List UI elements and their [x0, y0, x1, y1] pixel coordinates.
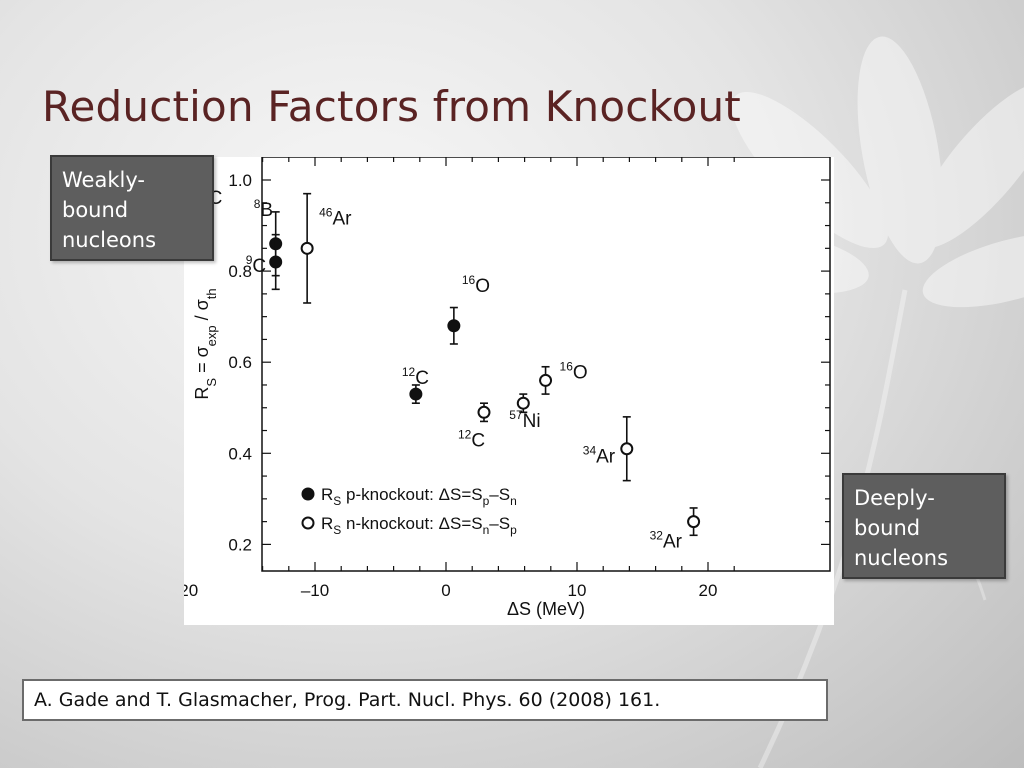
scatter-chart: –20 –10 0 10 20 0.2 0.4 0.6 0.8 1.0 ΔS (MeV) RS = σ…	[184, 157, 831, 619]
citation-box: A. Gade and T. Glasmacher, Prog. Part. N…	[22, 679, 828, 721]
legend-p-knockout-label: RS p-knockout: ΔS=Sp–Sn	[321, 485, 517, 508]
y-tick-label: 1.0	[228, 171, 252, 190]
nucleus-label: 16O	[560, 359, 588, 383]
n-knockout-point	[687, 515, 701, 529]
n-knockout-point	[300, 241, 314, 255]
nucleus-label: 16O	[462, 273, 490, 297]
p-knockout-point	[447, 319, 461, 333]
nucleus-label: 46Ar	[319, 205, 352, 229]
x-tick-label: –10	[301, 581, 329, 600]
y-tick-label: 0.6	[228, 353, 252, 372]
nucleus-label: 57Ni	[509, 408, 540, 432]
nucleus-label: 8B	[254, 197, 273, 221]
plot-frame	[261, 157, 831, 572]
n-knockout-point	[516, 396, 530, 410]
p-knockout-point	[269, 255, 283, 269]
y-tick-label: 0.2	[228, 535, 252, 554]
x-tick-label: –20	[184, 581, 198, 600]
y-axis-label: RS = σexp / σth	[192, 288, 219, 399]
n-knockout-point	[539, 373, 553, 387]
nucleus-label: 9C	[246, 253, 266, 277]
legend-p-knockout-marker	[301, 487, 315, 501]
n-knockout-point	[620, 442, 634, 456]
n-knockout-point	[477, 405, 491, 419]
legend-n-knockout-label: RS n-knockout: ΔS=Sn–Sp	[321, 514, 517, 537]
y-tick-label: 0.8	[228, 262, 252, 281]
x-tick-label: 20	[699, 581, 718, 600]
x-tick-label: 10	[568, 581, 587, 600]
slide-title: Reduction Factors from Knockout	[42, 82, 741, 131]
x-tick-label: 0	[441, 581, 450, 600]
y-tick-label: 0.4	[228, 444, 252, 463]
nucleus-label: 32Ar	[650, 529, 683, 553]
x-axis-label: ΔS (MeV)	[507, 599, 585, 619]
nucleus-label: 12C	[402, 365, 429, 389]
p-knockout-point	[409, 387, 423, 401]
citation-text: A. Gade and T. Glasmacher, Prog. Part. N…	[34, 689, 661, 711]
nucleus-label: 12C	[458, 427, 485, 451]
deeply-bound-callout: Deeply- bound nucleons	[842, 473, 1006, 579]
legend-n-knockout-marker	[301, 516, 315, 530]
chart-panel: –20 –10 0 10 20 0.2 0.4 0.6 0.8 1.0 ΔS (MeV) RS = σ…	[184, 157, 834, 625]
nucleus-label: 34Ar	[583, 444, 616, 468]
weakly-bound-callout: Weakly- bound nucleons	[50, 155, 214, 261]
